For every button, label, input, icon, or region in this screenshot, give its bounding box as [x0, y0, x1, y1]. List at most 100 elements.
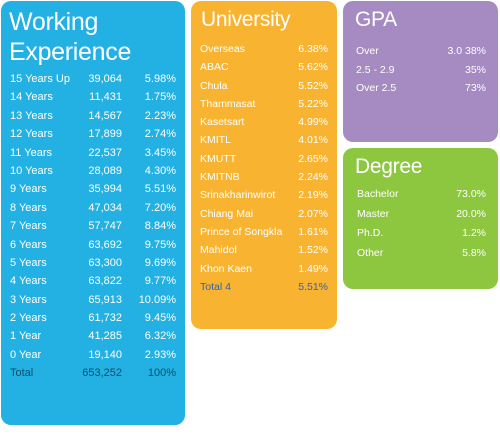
- row-label: Prince of Songkla: [200, 225, 283, 238]
- row-label: Overseas: [200, 43, 245, 55]
- row-percent: 2.07%: [298, 207, 328, 220]
- table-row: Over 2.5 73%: [343, 81, 498, 100]
- row-percent: 5.62%: [298, 61, 328, 74]
- table-row: 13 Years 14,567 2.23%: [1, 108, 185, 126]
- table-row: Chiang Mai 2.07%: [191, 206, 337, 224]
- row-percent: 2.24%: [298, 171, 328, 184]
- row-label: 15 Years Up: [10, 73, 70, 85]
- row-percent: 6.32%: [144, 330, 176, 343]
- row-count: 35,994: [88, 183, 122, 196]
- row-percent: 10.09%: [138, 293, 176, 306]
- table-row: 11 Years 22,537 3.45%: [1, 145, 185, 163]
- row-label: 10 Years: [10, 164, 53, 177]
- working-experience-title-line1: Working: [9, 8, 99, 36]
- row-percent: 1.52%: [298, 244, 328, 257]
- table-row: Mahidol 1.52%: [191, 242, 337, 260]
- row-label: 11 Years: [10, 146, 53, 159]
- row-value: 73%: [464, 82, 486, 94]
- table-row: Other 5.8%: [343, 245, 498, 265]
- row-percent: 2.23%: [144, 109, 176, 122]
- total-label: Total: [10, 367, 34, 380]
- table-row: Chula 5.52%: [191, 78, 337, 96]
- table-row: 4 Years 63,822 9.77%: [1, 273, 185, 291]
- table-row: 12 Years 17,899 2.74%: [1, 126, 185, 144]
- row-label: Srinakharinwirot: [200, 189, 276, 202]
- row-count: 63,822: [88, 275, 122, 288]
- row-percent: 1.49%: [298, 262, 328, 275]
- university-table: Overseas 6.38% ABAC 5.62% Chula 5.52% Thamm…: [191, 41, 337, 297]
- row-label: 2.5 - 2.9: [356, 63, 395, 76]
- table-row: Prince of Songkla 1.61%: [191, 224, 337, 242]
- row-percent: 73.0%: [456, 188, 486, 200]
- row-label: Master: [357, 207, 390, 220]
- degree-title: Degree: [355, 155, 423, 178]
- row-value: 35%: [464, 63, 486, 76]
- table-row: Bachelor 73.0%: [343, 186, 498, 206]
- table-row: ABAC 5.62%: [191, 59, 337, 77]
- row-percent: 9.45%: [144, 312, 176, 325]
- row-label: 8 Years: [10, 201, 47, 214]
- table-row: 10 Years 28,089 4.30%: [1, 163, 185, 181]
- row-percent: 9.77%: [144, 275, 176, 288]
- row-percent: 1.75%: [144, 91, 176, 104]
- row-label: Bachelor: [357, 188, 399, 200]
- degree-table: Bachelor 73.0% Master 20.0% Ph.D. 1.2% Othe…: [343, 186, 498, 264]
- table-row: 3 Years 65,913 10.09%: [1, 292, 185, 310]
- row-percent: 5.8%: [462, 246, 486, 259]
- row-percent: 9.75%: [144, 238, 176, 251]
- row-percent: 8.84%: [144, 220, 176, 233]
- row-percent: 3.45%: [144, 146, 176, 159]
- row-percent: 1.61%: [298, 225, 328, 238]
- row-label: 0 Year: [10, 348, 42, 361]
- table-row: Kasetsart 4.99%: [191, 114, 337, 132]
- row-label: Mahidol: [200, 244, 237, 257]
- table-row: Ph.D. 1.2%: [343, 225, 498, 245]
- table-row: 1 Year 41,285 6.32%: [1, 328, 185, 346]
- table-row: 15 Years Up 39,064 5.98%: [1, 71, 185, 89]
- row-label: 9 Years: [10, 183, 47, 196]
- table-row: Thammasat 5.22%: [191, 96, 337, 114]
- row-label: 13 Years: [10, 109, 53, 122]
- row-count: 17,899: [88, 128, 122, 141]
- row-percent: 5.98%: [144, 73, 176, 85]
- gpa-title: GPA: [355, 8, 397, 31]
- row-label: KMITNB: [200, 171, 240, 184]
- working-experience-title-line2: Experience: [9, 38, 132, 66]
- row-label: Ph.D.: [357, 227, 384, 239]
- gpa-panel: GPA Over 3.0 38% 2.5 - 2.9 35% Over 2.5 73%: [343, 1, 498, 142]
- working-experience-title: Working Experience: [9, 7, 131, 67]
- row-label: 6 Years: [10, 238, 47, 251]
- row-percent: 5.52%: [298, 79, 328, 92]
- row-percent: 6.38%: [298, 43, 328, 55]
- working-experience-panel: Working Experience 15 Years Up 39,064 5.98…: [1, 1, 185, 425]
- table-row: Overseas 6.38%: [191, 41, 337, 59]
- table-row: 5 Years 63,300 9.69%: [1, 255, 185, 273]
- row-count: 11,431: [89, 91, 122, 104]
- row-label: KMUTT: [200, 152, 237, 165]
- row-count: 65,913: [88, 293, 122, 306]
- row-label: Thammasat: [200, 97, 256, 110]
- table-row: Khon Kaen 1.49%: [191, 261, 337, 279]
- row-label: 2 Years: [10, 312, 47, 325]
- row-percent: 5.51%: [144, 183, 176, 196]
- total-percent: 5.51%: [298, 280, 328, 293]
- row-label: KMITL: [200, 134, 231, 147]
- table-row: 7 Years 57,747 8.84%: [1, 218, 185, 236]
- table-row: 9 Years 35,994 5.51%: [1, 181, 185, 199]
- row-count: 22,537: [88, 146, 122, 159]
- row-label: 12 Years: [10, 128, 53, 141]
- total-label: Total 4: [200, 280, 231, 293]
- row-count: 41,285: [88, 330, 122, 343]
- row-count: 47,034: [88, 201, 122, 214]
- row-label: Other: [357, 246, 384, 259]
- row-label: Khon Kaen: [200, 262, 252, 275]
- table-row: KMUTT 2.65%: [191, 151, 337, 169]
- row-percent: 4.01%: [298, 134, 328, 147]
- row-count: 63,692: [88, 238, 122, 251]
- table-row: 6 Years 63,692 9.75%: [1, 237, 185, 255]
- table-row: 0 Year 19,140 2.93%: [1, 347, 185, 365]
- total-row: Total 653,252 100%: [1, 365, 185, 383]
- row-label: Over: [356, 45, 379, 57]
- row-percent: 4.30%: [144, 164, 176, 177]
- row-label: 1 Year: [10, 330, 42, 343]
